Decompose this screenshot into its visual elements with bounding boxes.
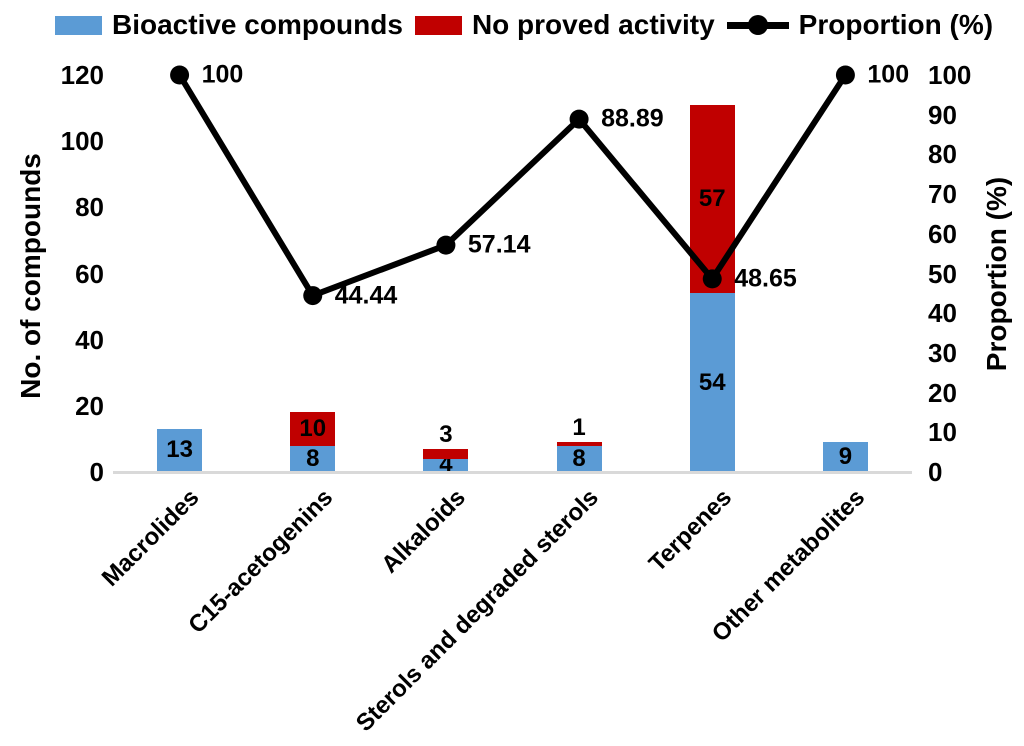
- bar-value-label: 57: [698, 185, 726, 213]
- bar-value-label: 54: [698, 368, 726, 396]
- left-tick-40: 40: [75, 324, 104, 355]
- bar-segment-bioactive: 13: [157, 428, 203, 472]
- right-tick-0: 0: [928, 457, 943, 487]
- right-tick-30: 30: [928, 337, 957, 368]
- right-tick-70: 70: [928, 179, 957, 210]
- left-tick-20: 20: [75, 390, 104, 421]
- bar-value-label: 1: [572, 414, 586, 442]
- no-activity-swatch-icon: [414, 15, 462, 35]
- bioactive-swatch-icon: [55, 15, 102, 35]
- proportion-line-marker-icon: [726, 15, 789, 35]
- left-tick-120: 120: [60, 60, 104, 90]
- proportion-point-marker: [303, 286, 323, 306]
- bar-segment-bioactive: 4: [423, 453, 469, 477]
- proportion-value-label: 44.44: [334, 281, 398, 310]
- proportion-point-marker: [702, 269, 722, 289]
- left-tick-0: 0: [89, 457, 104, 487]
- bar-value-label: 3: [439, 420, 453, 448]
- bar-segment-bioactive: 9: [822, 442, 868, 472]
- legend: Bioactive compounds No proved activity P…: [55, 10, 993, 40]
- right-tick-80: 80: [928, 139, 957, 170]
- right-tick-40: 40: [928, 298, 957, 329]
- proportion-point-marker: [569, 109, 589, 129]
- proportion-point-marker: [436, 235, 456, 255]
- legend-label-bioactive: Bioactive compounds: [112, 9, 403, 40]
- proportion-point-marker: [170, 65, 190, 85]
- proportion-value-label: 48.65: [734, 264, 797, 293]
- bar-segment-bioactive: 8: [556, 444, 602, 472]
- bar-value-label: 8: [306, 444, 320, 472]
- bar-segment-bioactive: 54: [689, 293, 735, 472]
- legend-label-no-activity: No proved activity: [471, 9, 715, 40]
- x-axis-line: [113, 471, 912, 474]
- legend-item-no-activity: No proved activity: [414, 9, 715, 40]
- bar-value-label: 10: [299, 414, 327, 442]
- bar-value-label: 4: [439, 451, 453, 479]
- right-tick-10: 10: [928, 417, 957, 448]
- bar-segment-no-activity: 10: [290, 412, 336, 446]
- bar-value-label: 8: [572, 444, 586, 472]
- bar-segment-no-activity: [556, 442, 602, 446]
- proportion-value-label: 57.14: [467, 230, 531, 259]
- legend-item-bioactive: Bioactive compounds: [55, 10, 403, 40]
- left-tick-60: 60: [75, 258, 104, 289]
- proportion-point-marker: [835, 65, 855, 85]
- proportion-value-label: 100: [867, 60, 910, 89]
- legend-item-proportion: Proportion (%): [726, 9, 994, 40]
- right-tick-60: 60: [928, 218, 957, 249]
- right-tick-90: 90: [928, 99, 957, 130]
- right-tick-20: 20: [928, 377, 957, 408]
- proportion-value-label: 88.89: [601, 104, 664, 133]
- bar-segment-bioactive: 8: [290, 444, 336, 472]
- left-tick-80: 80: [75, 192, 104, 223]
- bar-segment-no-activity: [423, 448, 469, 459]
- right-tick-50: 50: [928, 258, 957, 289]
- right-tick-100: 100: [928, 60, 972, 90]
- left-tick-100: 100: [60, 126, 104, 157]
- proportion-polyline: [177, 73, 848, 300]
- bar-value-label: 13: [166, 436, 193, 464]
- bar-value-label: 9: [838, 443, 853, 471]
- legend-label-proportion: Proportion (%): [798, 9, 994, 40]
- proportion-value-label: 100: [201, 60, 244, 89]
